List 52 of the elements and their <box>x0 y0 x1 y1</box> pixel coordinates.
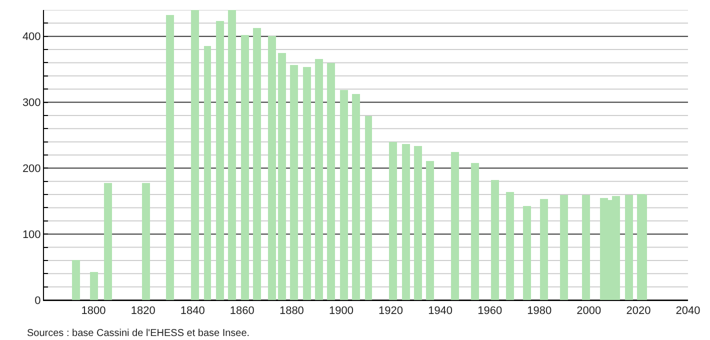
bar <box>389 142 397 300</box>
x-tick-label: 2040 <box>676 305 700 318</box>
bar <box>104 183 112 300</box>
x-tick-label: 1900 <box>328 305 354 318</box>
bar <box>216 21 224 300</box>
bar <box>471 163 479 300</box>
bar <box>253 28 261 300</box>
bar <box>340 90 348 300</box>
bar <box>72 260 80 300</box>
bar <box>90 272 98 300</box>
y-tick-label: 200 <box>22 163 41 176</box>
bar <box>166 15 174 300</box>
bar <box>402 144 410 300</box>
bar <box>191 10 199 300</box>
bar <box>290 65 298 300</box>
bar <box>327 63 335 300</box>
source-note: Sources : base Cassini de l'EHESS et base Insee. <box>27 328 250 339</box>
x-tick-label: 1980 <box>527 305 552 318</box>
bar <box>506 192 514 300</box>
x-tick-label: 2000 <box>576 305 602 318</box>
x-tick-label: 1920 <box>378 305 404 318</box>
bar <box>451 152 459 300</box>
bar <box>228 10 236 300</box>
bar <box>315 59 323 300</box>
x-tick-label: 1960 <box>478 305 502 318</box>
bar <box>204 46 211 300</box>
x-tick-label: 1800 <box>81 305 106 318</box>
bar <box>142 183 150 300</box>
bar <box>414 146 422 300</box>
y-tick-label: 0 <box>34 294 41 307</box>
bar <box>241 35 249 300</box>
bar <box>560 195 568 300</box>
y-tick-label: 100 <box>22 228 41 241</box>
bar <box>268 36 276 300</box>
y-tick-label: 400 <box>22 31 41 44</box>
bar <box>540 199 548 300</box>
bar <box>365 116 372 300</box>
x-tick-label: 1840 <box>180 305 205 318</box>
bar <box>278 53 286 300</box>
bar <box>352 94 360 300</box>
bar <box>426 161 434 300</box>
bar <box>491 180 499 300</box>
bar <box>523 206 531 300</box>
x-tick-label: 1880 <box>279 305 304 318</box>
bar <box>582 195 590 300</box>
x-tick-label: 1820 <box>130 305 156 318</box>
x-tick-label: 1860 <box>230 305 254 318</box>
y-tick-label: 300 <box>22 97 41 110</box>
x-tick-label: 1940 <box>428 305 453 318</box>
x-tick-label: 2020 <box>626 305 651 318</box>
bar <box>625 195 633 300</box>
bar <box>303 67 311 300</box>
